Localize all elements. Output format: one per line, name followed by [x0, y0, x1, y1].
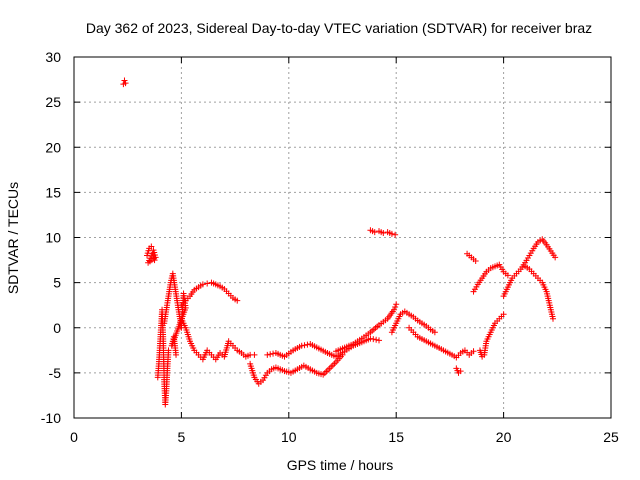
data-point — [251, 351, 258, 358]
data-point — [367, 335, 374, 342]
x-tick-label: 20 — [496, 429, 512, 445]
data-point — [376, 337, 383, 344]
series-cluster-18.5h — [464, 250, 479, 264]
data-point — [370, 336, 377, 343]
data-point — [199, 281, 206, 288]
data-point — [550, 315, 557, 322]
series-lower-track-5-8.5h — [178, 315, 258, 363]
series-peak-20-22.5h — [500, 236, 559, 300]
series-rise-18.5-20.3h — [470, 261, 511, 295]
data-point — [173, 351, 180, 358]
y-tick-label: 20 — [45, 139, 61, 155]
data-point — [552, 254, 559, 261]
y-tick-label: -10 — [41, 410, 61, 426]
data-point — [298, 342, 305, 349]
series-dip-8.5h — [247, 360, 279, 387]
series-flat-segment-14-15h — [367, 227, 399, 238]
series-scatter-19-20h — [476, 311, 507, 360]
data-point — [373, 336, 380, 343]
y-tick-label: 30 — [45, 49, 61, 65]
data-point — [391, 306, 398, 313]
chart-title: Day 362 of 2023, Sidereal Day-to-day VTE… — [86, 20, 592, 36]
data-point — [234, 297, 241, 304]
series-upper-arc-5-7.5h — [178, 279, 241, 309]
y-axis-label: SDTVAR / TECUs — [5, 182, 21, 294]
series-cluster-3.5h — [144, 243, 159, 266]
data-point — [122, 80, 129, 87]
data-point — [431, 329, 438, 336]
data-point — [165, 347, 172, 354]
axis-ticks — [73, 56, 612, 419]
series-descent-15.5-18.5h — [406, 324, 477, 361]
data-point — [392, 231, 399, 238]
y-tick-labels: -10 -5 0 5 10 15 20 25 30 — [41, 49, 61, 426]
data-point — [470, 348, 477, 355]
data-point — [339, 351, 346, 358]
y-tick-label: 10 — [45, 230, 61, 246]
data-point — [304, 341, 311, 348]
data-point — [504, 272, 511, 279]
y-tick-label: 15 — [45, 184, 61, 200]
data-point — [264, 351, 271, 358]
grid-lines — [74, 57, 611, 418]
data-point — [267, 351, 274, 358]
series-low-points-18h — [453, 365, 464, 376]
x-tick-labels: 0 5 10 15 20 25 — [70, 429, 619, 445]
data-point — [270, 350, 277, 357]
data-point — [151, 257, 158, 264]
x-tick-label: 25 — [603, 429, 619, 445]
series-lower-band-9.5-12.5h — [275, 351, 346, 378]
data-point — [500, 311, 507, 318]
y-tick-label: -5 — [49, 365, 62, 381]
data-point — [393, 301, 400, 308]
data-point — [380, 229, 387, 236]
data-point — [301, 342, 308, 349]
data-point — [388, 230, 395, 237]
data-point — [392, 303, 399, 310]
y-tick-label: 25 — [45, 94, 61, 110]
y-tick-label: 0 — [53, 320, 61, 336]
series-fall-21-22.3h — [522, 263, 557, 322]
series-rising-band-12-15h — [333, 301, 400, 355]
data-point — [457, 368, 464, 375]
series-hump-15-17h — [388, 308, 438, 336]
series-early-spike — [120, 77, 129, 88]
x-axis-label: GPS time / hours — [287, 457, 394, 473]
x-tick-label: 10 — [281, 429, 297, 445]
data-point — [204, 280, 211, 287]
series-drop-4h — [154, 306, 172, 408]
data-point — [472, 257, 479, 264]
x-tick-label: 0 — [70, 429, 78, 445]
data-points — [120, 77, 559, 408]
series-cluster-4.5h — [161, 270, 189, 358]
data-point — [148, 243, 155, 250]
x-tick-label: 5 — [178, 429, 186, 445]
data-point — [121, 77, 128, 84]
data-point — [371, 229, 378, 236]
x-tick-label: 15 — [388, 429, 404, 445]
y-tick-label: 5 — [53, 275, 61, 291]
